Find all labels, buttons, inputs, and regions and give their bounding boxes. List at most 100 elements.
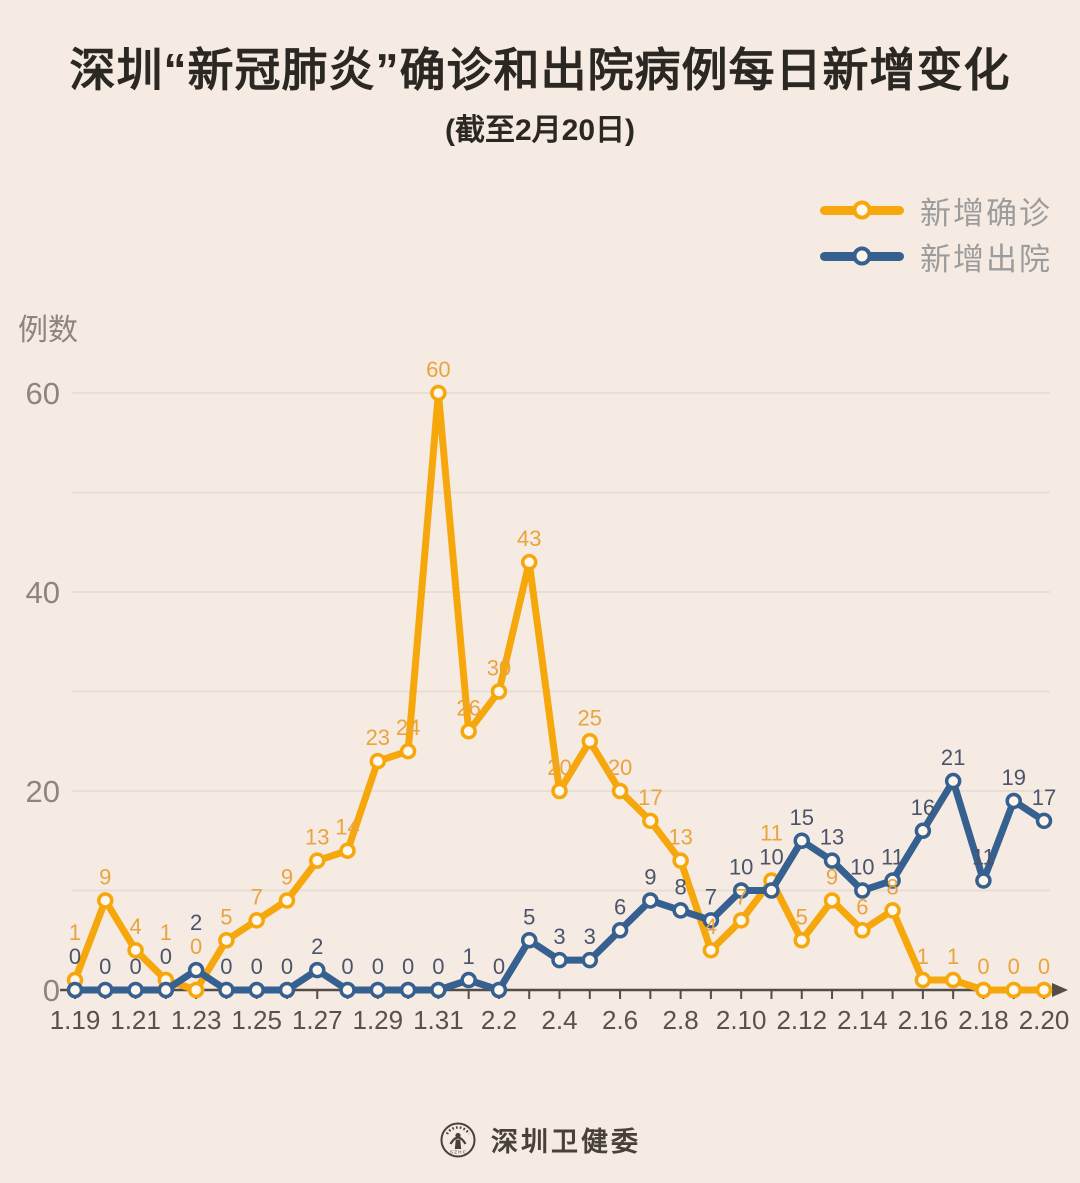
- svg-text:3: 3: [553, 924, 565, 949]
- page-title: 深圳“新冠肺炎”确诊和出院病例每日新增变化: [69, 44, 1011, 96]
- svg-text:1.31: 1.31: [413, 1005, 464, 1035]
- svg-text:0: 0: [1008, 954, 1020, 979]
- svg-text:13: 13: [820, 825, 844, 850]
- svg-text:23: 23: [366, 725, 390, 750]
- svg-text:0: 0: [402, 954, 414, 979]
- svg-text:3: 3: [584, 924, 596, 949]
- svg-text:30: 30: [487, 656, 511, 681]
- legend-marker-icon: [852, 246, 872, 266]
- legend-item-discharged: 新增出院: [820, 240, 1052, 277]
- svg-text:8: 8: [886, 874, 898, 899]
- svg-text:1: 1: [917, 944, 929, 969]
- page-subtitle: (截至2月20日): [444, 113, 636, 147]
- svg-text:21: 21: [941, 745, 965, 770]
- svg-text:2.4: 2.4: [541, 1005, 577, 1035]
- svg-text:5: 5: [796, 904, 808, 929]
- health-commission-seal-icon: S Z H C: [440, 1122, 476, 1157]
- svg-text:20: 20: [608, 755, 632, 780]
- svg-text:7: 7: [251, 884, 263, 909]
- svg-text:40: 40: [26, 575, 60, 610]
- svg-text:24: 24: [396, 715, 420, 740]
- svg-text:6: 6: [856, 894, 868, 919]
- svg-text:1.29: 1.29: [353, 1005, 404, 1035]
- svg-text:1: 1: [947, 944, 959, 969]
- legend-marker-icon: [852, 200, 872, 220]
- svg-text:17: 17: [638, 785, 662, 810]
- svg-text:0: 0: [160, 944, 172, 969]
- svg-text:9: 9: [281, 864, 293, 889]
- svg-text:1: 1: [463, 944, 475, 969]
- svg-text:1.23: 1.23: [171, 1005, 222, 1035]
- legend: 新增确诊 新增出院: [820, 194, 1052, 277]
- seal-caption: S Z H C: [450, 1149, 467, 1154]
- svg-text:1: 1: [160, 920, 172, 945]
- svg-text:2: 2: [190, 910, 202, 935]
- svg-text:0: 0: [341, 954, 353, 979]
- svg-text:10: 10: [850, 855, 874, 880]
- svg-text:10: 10: [729, 855, 753, 880]
- svg-text:4: 4: [129, 914, 141, 939]
- svg-text:9: 9: [99, 864, 111, 889]
- svg-text:2.2: 2.2: [481, 1005, 517, 1035]
- svg-text:8: 8: [675, 874, 687, 899]
- svg-text:20: 20: [547, 755, 571, 780]
- svg-text:7: 7: [735, 884, 747, 909]
- legend-line-confirmed: [820, 200, 904, 220]
- svg-text:0: 0: [977, 954, 989, 979]
- svg-text:1: 1: [69, 920, 81, 945]
- svg-text:2.14: 2.14: [837, 1005, 888, 1035]
- svg-text:0: 0: [493, 954, 505, 979]
- svg-text:9: 9: [644, 864, 656, 889]
- svg-text:0: 0: [69, 944, 81, 969]
- svg-text:2.10: 2.10: [716, 1005, 767, 1035]
- svg-text:2.20: 2.20: [1019, 1005, 1070, 1035]
- svg-text:14: 14: [335, 815, 359, 840]
- svg-text:0: 0: [432, 954, 444, 979]
- svg-text:25: 25: [578, 705, 602, 730]
- svg-text:2: 2: [311, 934, 323, 959]
- svg-text:1.27: 1.27: [292, 1005, 343, 1035]
- svg-text:1.25: 1.25: [231, 1005, 282, 1035]
- svg-text:26: 26: [456, 695, 480, 720]
- svg-text:5: 5: [220, 904, 232, 929]
- svg-text:2.12: 2.12: [776, 1005, 827, 1035]
- svg-text:20: 20: [26, 774, 60, 809]
- svg-text:6: 6: [614, 894, 626, 919]
- svg-text:13: 13: [668, 825, 692, 850]
- svg-text:7: 7: [705, 884, 717, 909]
- svg-text:43: 43: [517, 526, 541, 551]
- legend-item-confirmed: 新增确诊: [820, 194, 1052, 231]
- svg-text:13: 13: [305, 825, 329, 850]
- svg-text:17: 17: [1032, 785, 1056, 810]
- svg-text:5: 5: [523, 904, 535, 929]
- svg-text:2.6: 2.6: [602, 1005, 638, 1035]
- svg-text:0: 0: [190, 934, 202, 959]
- svg-text:1.21: 1.21: [110, 1005, 161, 1035]
- svg-text:0: 0: [129, 954, 141, 979]
- svg-text:19: 19: [1001, 765, 1025, 790]
- svg-text:11: 11: [881, 845, 904, 870]
- svg-text:2.8: 2.8: [663, 1005, 699, 1035]
- svg-text:0: 0: [99, 954, 111, 979]
- svg-text:15: 15: [790, 805, 814, 830]
- svg-text:60: 60: [26, 376, 60, 411]
- svg-text:2.18: 2.18: [958, 1005, 1009, 1035]
- svg-text:0: 0: [43, 973, 60, 1008]
- footer-source: 深圳卫健委: [491, 1127, 641, 1157]
- legend-label-confirmed: 新增确诊: [920, 195, 1052, 231]
- svg-text:0: 0: [372, 954, 384, 979]
- svg-text:0: 0: [220, 954, 232, 979]
- footer: S Z H C 深圳卫健委: [0, 1120, 1080, 1159]
- svg-text:例数: 例数: [18, 314, 78, 347]
- svg-text:4: 4: [705, 914, 717, 939]
- header: 深圳“新冠肺炎”确诊和出院病例每日新增变化 (截至2月20日): [0, 0, 1080, 149]
- svg-text:2.16: 2.16: [898, 1005, 949, 1035]
- svg-text:16: 16: [911, 795, 935, 820]
- svg-text:11: 11: [760, 821, 783, 846]
- svg-text:10: 10: [759, 845, 783, 870]
- legend-label-discharged: 新增出院: [920, 241, 1052, 277]
- svg-text:0: 0: [251, 954, 263, 979]
- svg-text:0: 0: [1038, 954, 1050, 979]
